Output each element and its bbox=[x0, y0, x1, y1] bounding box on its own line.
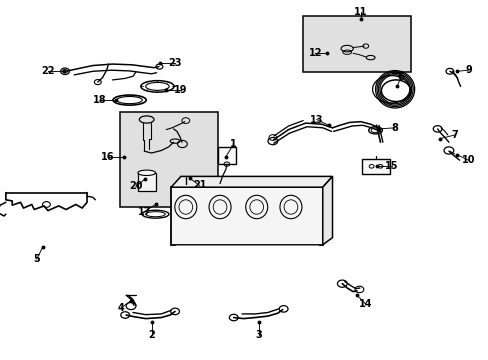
Text: 2: 2 bbox=[148, 330, 155, 340]
Text: 22: 22 bbox=[41, 66, 55, 76]
Text: 3: 3 bbox=[255, 330, 262, 340]
Text: 9: 9 bbox=[464, 65, 471, 75]
Text: 8: 8 bbox=[391, 123, 398, 133]
Text: 7: 7 bbox=[450, 130, 457, 140]
Text: 20: 20 bbox=[129, 181, 142, 192]
Polygon shape bbox=[322, 176, 332, 245]
Text: 18: 18 bbox=[93, 95, 107, 105]
Text: 15: 15 bbox=[385, 161, 398, 171]
Text: 13: 13 bbox=[309, 114, 323, 125]
Text: 12: 12 bbox=[308, 48, 322, 58]
Text: 17: 17 bbox=[137, 207, 151, 217]
Bar bbox=[217, 147, 236, 164]
Text: 19: 19 bbox=[174, 85, 187, 95]
Ellipse shape bbox=[138, 170, 155, 175]
Bar bbox=[120, 112, 217, 207]
Polygon shape bbox=[171, 187, 322, 245]
Text: 16: 16 bbox=[101, 152, 114, 162]
Bar bbox=[361, 159, 389, 174]
Text: 23: 23 bbox=[168, 58, 182, 68]
Text: 21: 21 bbox=[192, 180, 206, 190]
Text: 5: 5 bbox=[33, 254, 40, 264]
Text: 10: 10 bbox=[461, 155, 474, 165]
Bar bbox=[138, 173, 155, 191]
Text: 14: 14 bbox=[358, 299, 372, 309]
Text: 6: 6 bbox=[397, 72, 404, 82]
Text: 4: 4 bbox=[118, 303, 124, 313]
Text: 1: 1 bbox=[230, 139, 237, 149]
Text: 11: 11 bbox=[353, 6, 367, 17]
Bar bbox=[303, 16, 410, 72]
Polygon shape bbox=[171, 176, 332, 187]
